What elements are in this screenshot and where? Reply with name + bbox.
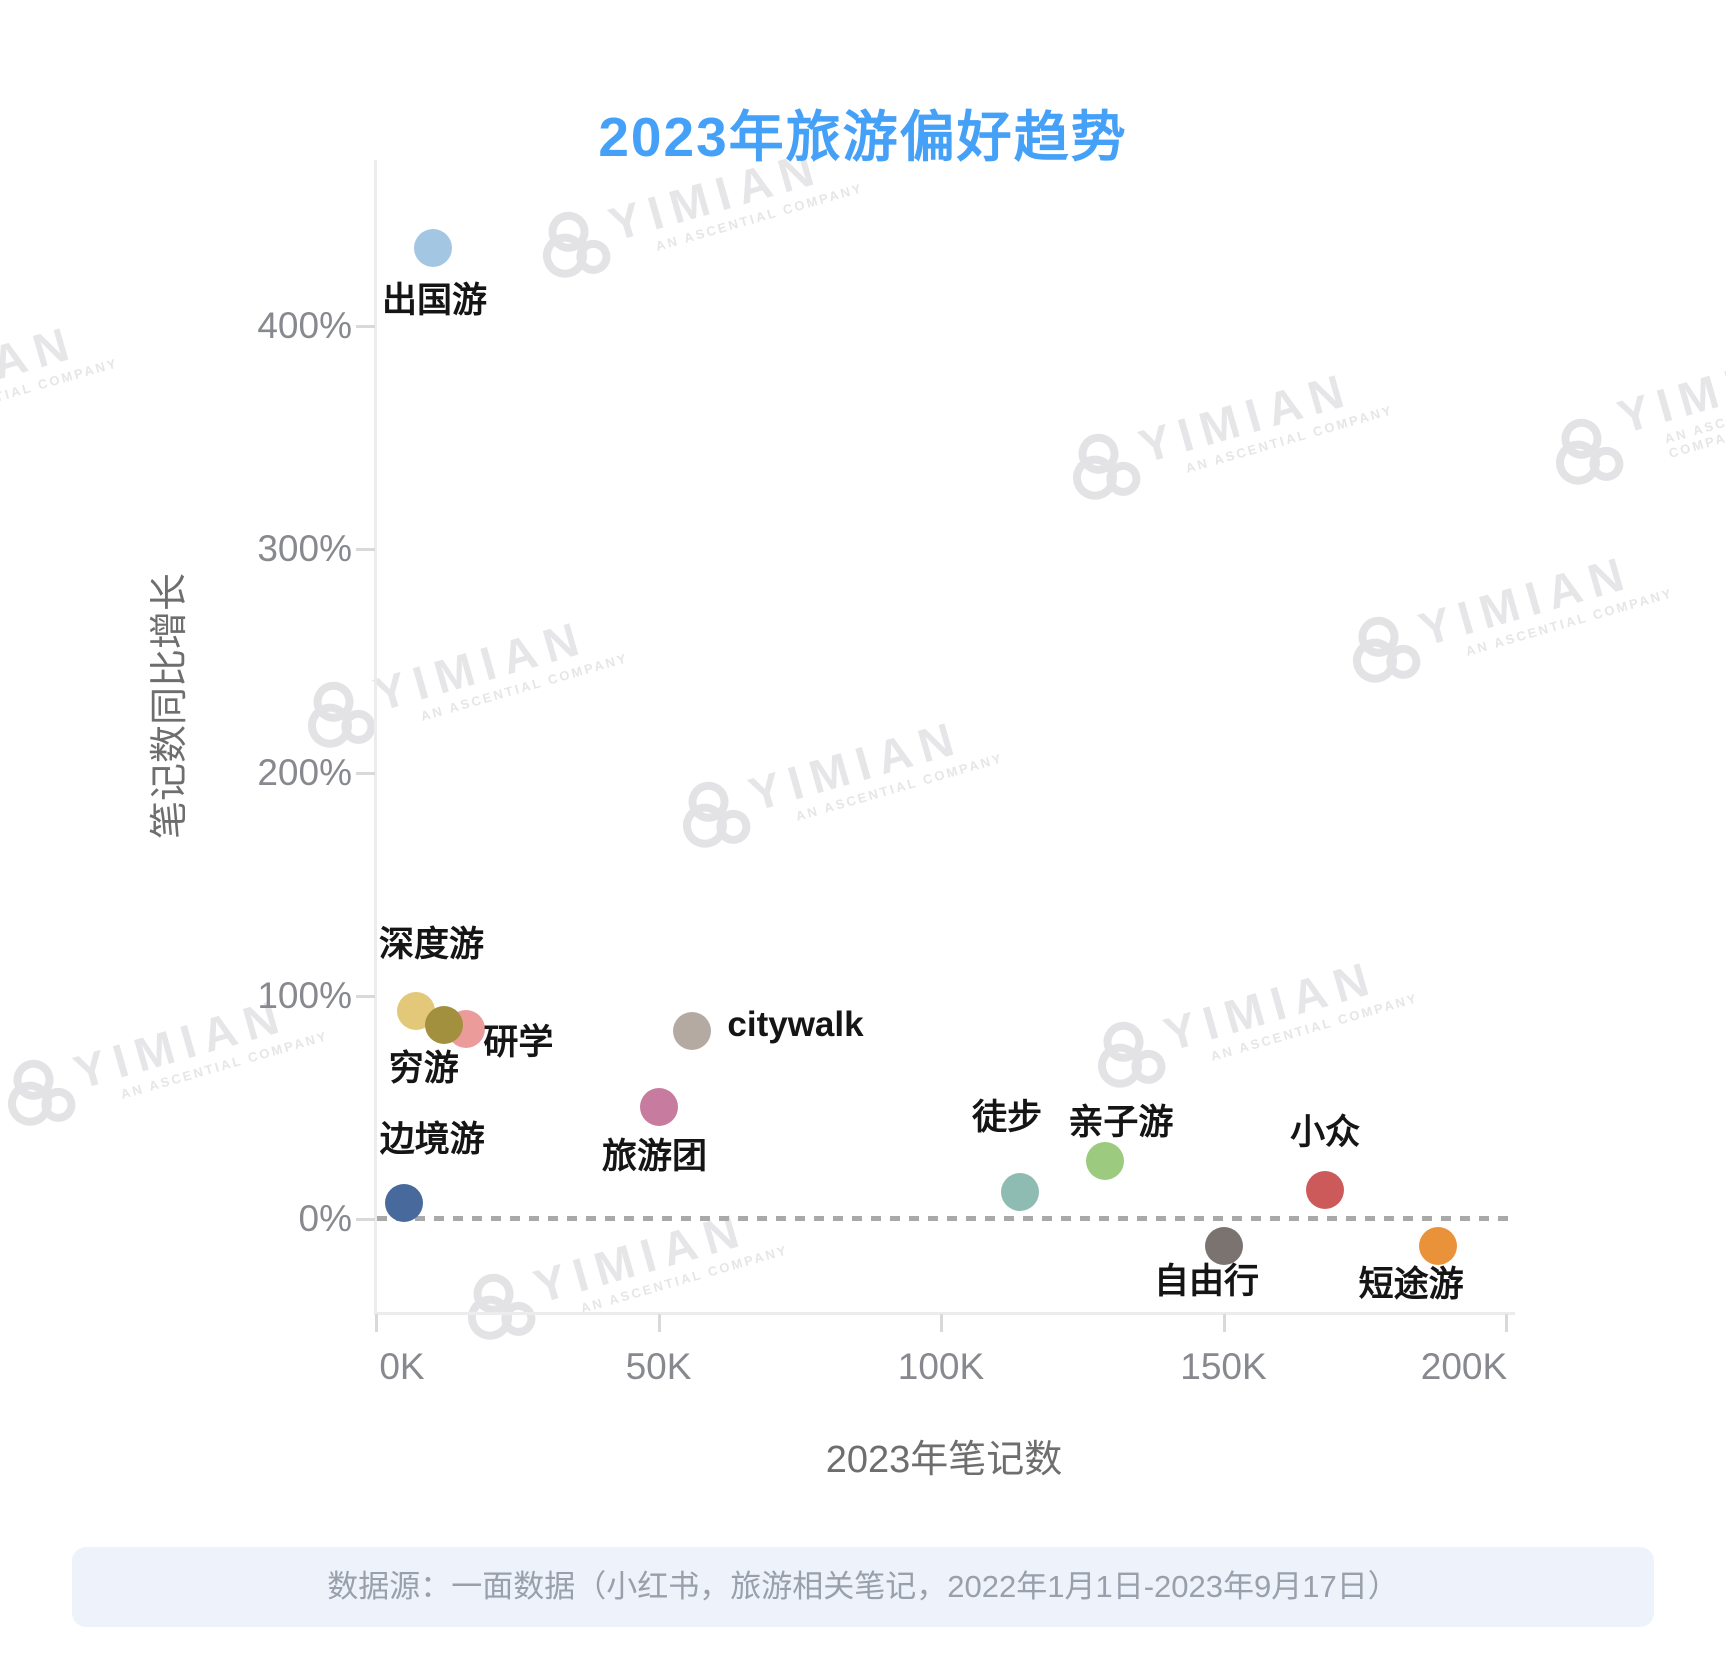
x-tick-label: 0K: [379, 1346, 425, 1387]
x-tick-label: 100K: [897, 1346, 985, 1387]
yimian-logo-icon: [0, 1052, 80, 1133]
scatter-point-label: 旅游团: [601, 1137, 707, 1177]
scatter-point: [413, 228, 452, 267]
source-footer: 数据源：一面数据（小红书，旅游相关笔记，2022年1月1日-2023年9月17日…: [72, 1547, 1654, 1627]
scatter-point: [1085, 1141, 1124, 1180]
y-tick-label: 300%: [257, 528, 352, 570]
x-tick: [1222, 1314, 1226, 1332]
scatter-point: [424, 1005, 463, 1044]
y-axis-title: 笔记数同比增长: [149, 573, 191, 840]
x-axis-line: [374, 1312, 1515, 1315]
scatter-point-label: 徒步: [972, 1098, 1043, 1138]
scatter-point-label: 研学: [483, 1023, 554, 1063]
scatter-point: [1419, 1226, 1458, 1265]
scatter-point-label: 小众: [1290, 1112, 1361, 1152]
yimian-logo-icon: [1545, 411, 1628, 492]
scatter-point-label: 深度游: [379, 925, 485, 965]
yimian-logo-icon: [1062, 426, 1145, 507]
x-tick-label: 200K: [1420, 1346, 1508, 1387]
x-tick-label: 50K: [625, 1346, 692, 1387]
y-tick: [356, 771, 375, 775]
zero-percent-dashed-line: [377, 1216, 1513, 1221]
y-tick-label: 0%: [298, 1198, 352, 1239]
scatter-point-label: 穷游: [388, 1048, 459, 1088]
x-tick-label: 150K: [1180, 1346, 1267, 1387]
yimian-logo-icon: [1087, 1014, 1170, 1095]
y-tick-label: 100%: [257, 974, 352, 1016]
x-tick: [657, 1314, 661, 1332]
scatter-point-label: citywalk: [727, 1005, 864, 1045]
x-tick: [1505, 1314, 1508, 1332]
yimian-logo-icon: [532, 204, 615, 285]
scatter-point: [1204, 1226, 1243, 1265]
scatter-point: [1001, 1173, 1040, 1212]
x-axis-title: 2023年笔记数: [825, 1439, 1063, 1481]
scatter-point-label: 边境游: [379, 1120, 485, 1160]
x-tick: [375, 1314, 378, 1332]
y-tick: [356, 325, 375, 328]
y-tick: [356, 1218, 375, 1221]
y-axis-line: [374, 160, 377, 1314]
x-tick: [940, 1314, 943, 1332]
source-footer-text: 数据源：一面数据（小红书，旅游相关笔记，2022年1月1日-2023年9月17日…: [327, 1569, 1399, 1604]
yimian-logo-icon: [1342, 609, 1425, 690]
scatter-point: [639, 1088, 678, 1127]
scatter-point-label: 自由行: [1153, 1261, 1259, 1301]
y-tick-label: 200%: [257, 751, 352, 793]
scatter-point: [385, 1184, 424, 1223]
y-tick: [356, 994, 375, 998]
yimian-logo-icon: [457, 1266, 540, 1347]
y-tick-label: 400%: [257, 305, 352, 346]
yimian-logo-icon: [672, 774, 755, 855]
scatter-point: [673, 1012, 712, 1051]
yimian-logo-icon: [297, 674, 380, 755]
y-tick: [356, 548, 375, 552]
scatter-point-label: 出国游: [381, 280, 487, 320]
scatter-point: [1306, 1170, 1345, 1209]
scatter-point-label: 短途游: [1358, 1264, 1464, 1304]
chart-title: 2023年旅游偏好趋势: [598, 106, 1128, 168]
scatter-point-label: 亲子游: [1068, 1102, 1174, 1142]
